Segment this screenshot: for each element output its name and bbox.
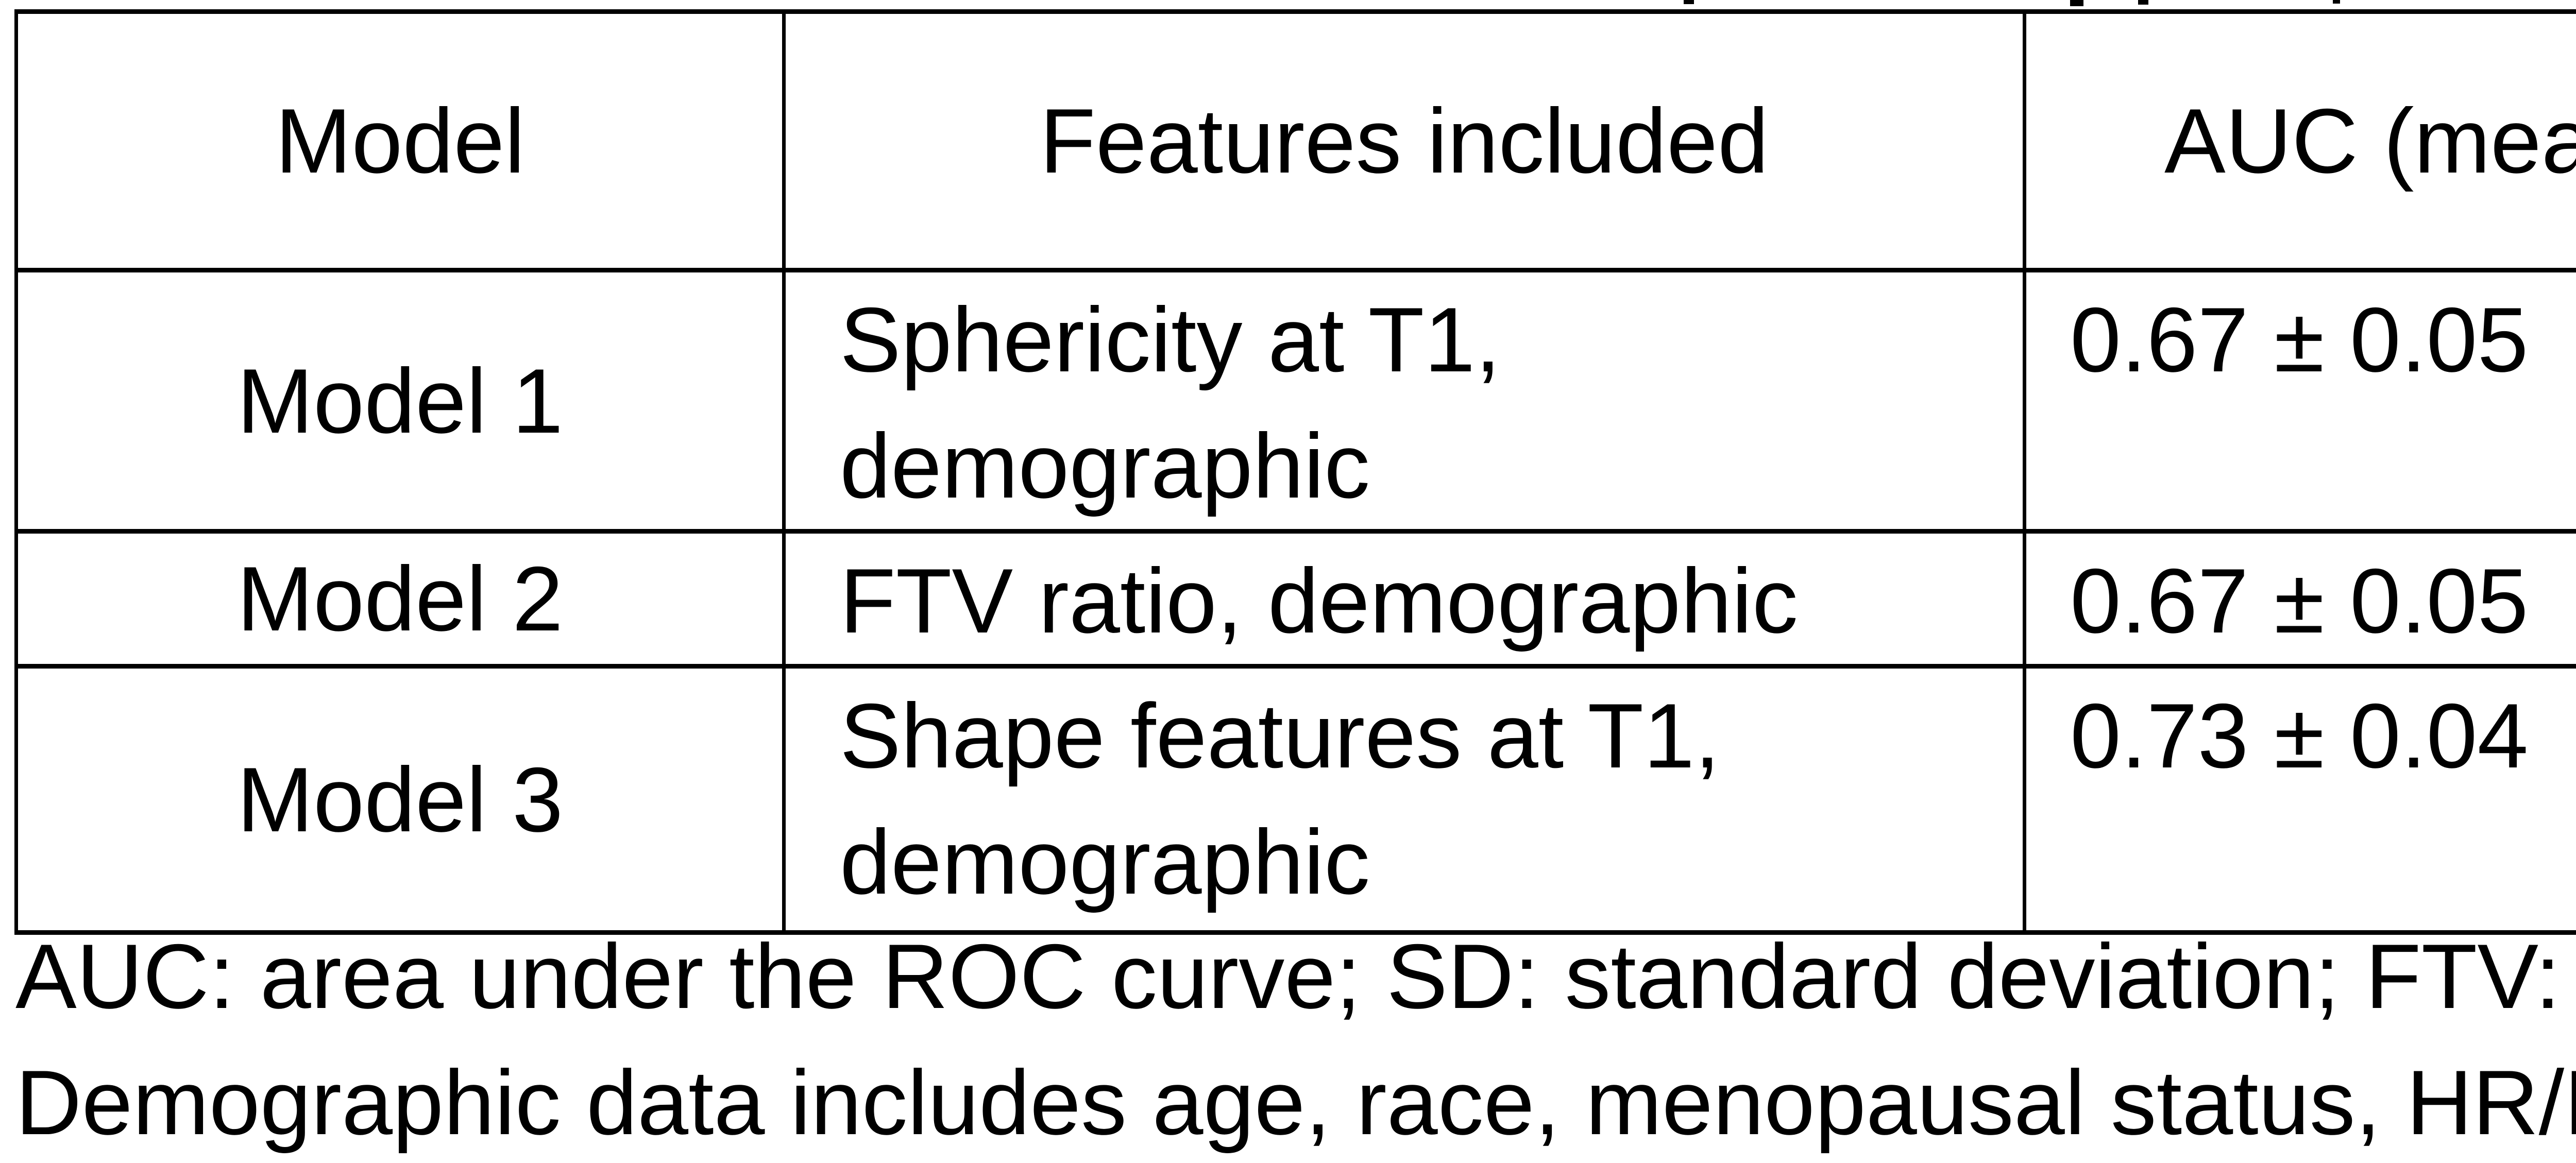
column-header-model-label: Model — [275, 90, 525, 192]
table-row-model-2: Model 2 FTV ratio, demographic 0.67 ± 0.… — [14, 529, 2576, 669]
model-2-auc-cell: 0.67 ± 0.05 — [2023, 529, 2576, 669]
model-3-auc-value: 0.73 ± 0.04 — [2070, 685, 2529, 787]
model-3-name-cell: Model 3 — [14, 664, 786, 935]
model-1-auc-cell: 0.67 ± 0.05 — [2023, 268, 2576, 534]
column-header-model: Model — [14, 9, 786, 272]
model-2-auc-value: 0.67 ± 0.05 — [2070, 550, 2529, 652]
model-3-name: Model 3 — [236, 748, 564, 851]
table-row-model-1: Model 1 Sphericity at T1, demographic 0.… — [14, 268, 2576, 534]
model-1-name: Model 1 — [236, 349, 564, 452]
model-1-features-cell: Sphericity at T1, demographic — [782, 268, 2026, 534]
column-header-features-label: Features included — [1040, 90, 1769, 192]
model-3-auc-cell: 0.73 ± 0.04 — [2023, 664, 2576, 935]
model-3-features-line1: Shape features at T1, — [840, 685, 1720, 787]
table-footnotes: AUC: area under the ROC curve; SD: stand… — [15, 913, 2576, 1163]
cropped-text-remnant — [2070, 0, 2083, 6]
model-2-name-cell: Model 2 — [14, 529, 786, 669]
table-header-row: Model Features included AUC (mean ± SD) … — [14, 9, 2576, 272]
model-performance-table: Model Features included AUC (mean ± SD) … — [14, 9, 2576, 935]
column-header-auc: AUC (mean ± SD) — [2023, 9, 2576, 272]
model-2-name: Model 2 — [236, 548, 564, 650]
column-header-features: Features included — [782, 9, 2026, 272]
cropped-text-remnant — [1684, 0, 1694, 4]
model-1-auc-value: 0.67 ± 0.05 — [2070, 288, 2529, 391]
model-3-features-cell: Shape features at T1, demographic — [782, 664, 2026, 935]
column-header-auc-label: AUC (mean ± SD) — [2164, 90, 2576, 192]
table-row-model-3: Model 3 Shape features at T1, demographi… — [14, 664, 2576, 935]
footnote-demographic-definition: Demographic data includes age, race, men… — [15, 1051, 2576, 1154]
model-1-name-cell: Model 1 — [14, 268, 786, 534]
footnote-abbreviations: AUC: area under the ROC curve; SD: stand… — [15, 925, 2576, 1028]
model-1-features-line2: demographic — [840, 415, 1370, 517]
model-3-features-line2: demographic — [840, 811, 1370, 913]
model-2-features-line1: FTV ratio, demographic — [840, 550, 1798, 652]
cropped-text-remnant — [2333, 0, 2340, 4]
model-1-features-line1: Sphericity at T1, — [840, 288, 1501, 391]
model-2-features-cell: FTV ratio, demographic — [782, 529, 2026, 669]
cropped-text-remnant — [2138, 0, 2148, 5]
